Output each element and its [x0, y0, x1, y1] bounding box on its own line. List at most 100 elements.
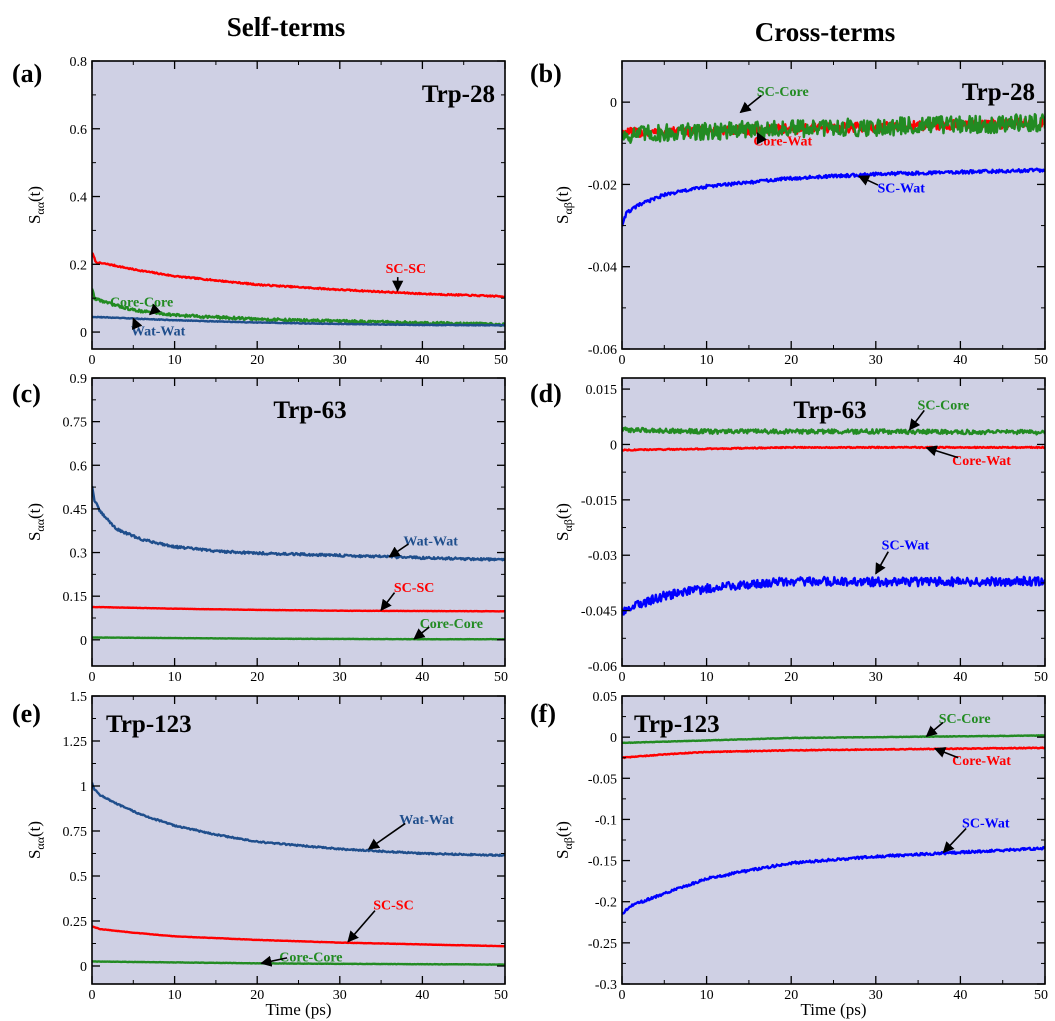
panel-a-xtick-label: 50: [494, 353, 508, 368]
panel-e-ylabel-sub: αα: [33, 836, 47, 849]
panel-c-annotation-arrow-core-core: [413, 626, 430, 640]
panel-d-annotation-sc-wat: SC-Wat: [882, 539, 930, 554]
panel-d-ytick-label: 0: [610, 438, 617, 453]
panel-c-ytick-label: 0.9: [70, 372, 88, 387]
panel-f-x-axis-label: Time (ps): [801, 1000, 867, 1019]
panel-d-ylabel-main: S: [553, 531, 572, 540]
panel-f-annotation-arrow-sc-wat: [942, 827, 967, 854]
panel-f-ytick-label: 0.05: [593, 690, 618, 705]
panel-e-ytick-label: 0.25: [63, 915, 88, 930]
panel-d-title: Trp-63: [793, 397, 866, 424]
panel-d-ytick-label: 0.015: [586, 383, 618, 398]
column-title-self-terms: Self-terms: [227, 12, 345, 42]
panel-d-xtick-label: 50: [1034, 670, 1048, 685]
panel-a-ylabel-tail: (t): [25, 186, 44, 202]
panel-a-annotation-arrow-wat-wat: [131, 317, 143, 330]
panel-b-series-sc-wat: [622, 167, 1045, 227]
panel-d-xtick-label: 0: [619, 670, 626, 685]
panel-d-ylabel-tail: (t): [553, 503, 572, 519]
panel-c-ylabel-tail: (t): [25, 503, 44, 519]
panel-b-xtick-label: 30: [869, 353, 883, 368]
panel-c-series-core-core: [92, 636, 505, 641]
panel-c-letter: (c): [12, 379, 41, 408]
panel-b-annotation-arrow-sc-core: [739, 94, 762, 114]
panel-f-ytick-label: -0.15: [588, 855, 617, 870]
panel-b-ytick-label: -0.06: [588, 343, 617, 358]
panel-c-ylabel-main: S: [25, 532, 44, 541]
column-title-cross-terms: Cross-terms: [755, 17, 895, 47]
panel-a-ytick-label: 0.6: [70, 123, 88, 138]
panel-a-series-wat-wat: [92, 315, 505, 327]
panel-a-ytick-label: 0.2: [70, 258, 88, 273]
panel-d-xtick-label: 40: [953, 670, 967, 685]
panel-a-xtick-label: 40: [415, 353, 429, 368]
panel-b-ytick-label: -0.02: [588, 178, 617, 193]
panel-f-xtick-label: 50: [1034, 988, 1048, 1003]
panel-f-ytick-label: -0.25: [588, 937, 617, 952]
panel-d-y-axis-label: Sαβ(t): [553, 503, 575, 541]
panel-e-annotation-arrow-core-core: [260, 955, 288, 967]
panel-a-xtick-label: 30: [333, 353, 347, 368]
panel-f-ylabel-sub: αβ: [561, 837, 575, 849]
panel-f-ytick-label: 0: [610, 731, 617, 746]
panel-e-ytick-label: 0.5: [70, 870, 88, 885]
panel-e-xtick-label: 30: [333, 988, 347, 1003]
panel-c-ytick-label: 0.75: [63, 416, 88, 431]
panel-b-series-group: [622, 112, 1045, 227]
panel-e-series-group: [92, 782, 505, 966]
panel-a-y-axis-label: Sαα(t): [25, 186, 47, 224]
panel-e-letter: (e): [12, 699, 41, 728]
panel-d-xtick-label: 10: [700, 670, 714, 685]
panel-d-annotation-arrow-sc-core: [908, 409, 925, 431]
panel-a-letter: (a): [12, 59, 42, 88]
panel-e-title: Trp-123: [106, 711, 192, 738]
panel-b-annotation-sc-wat: SC-Wat: [877, 182, 925, 197]
panel-b-xtick-label: 40: [953, 353, 967, 368]
panel-e-ytick-label: 1.5: [70, 690, 88, 705]
panel-b-series-sc-core: [622, 112, 1045, 144]
panel-f-xtick-label: 20: [784, 988, 798, 1003]
panel-f-letter: (f): [530, 699, 556, 728]
panel-d-ytick-label: -0.045: [581, 605, 617, 620]
panel-b-annotation-arrow-sc-wat: [857, 175, 879, 186]
panel-e-ytick-label: 0.75: [63, 825, 88, 840]
panel-c-series-group: [92, 485, 505, 641]
panel-a: 0 0.2 0.4 0.6 0.8 0 10 20 30 40 50 Sαα(t) (a) Trp-28 S…: [12, 55, 508, 368]
panel-c-ytick-label: 0.3: [70, 547, 88, 562]
panel-f-xtick-label: 10: [700, 988, 714, 1003]
panel-c-xtick-label: 30: [333, 670, 347, 685]
panel-f-series-sc-core: [622, 734, 1045, 745]
panel-a-annotation-sc-sc: SC-SC: [386, 262, 426, 277]
panel-d-annotation-sc-core: SC-Core: [918, 398, 970, 413]
panel-f-series-group: [622, 734, 1045, 915]
panel-b-xtick-label: 20: [784, 353, 798, 368]
panel-c-annotation-core-core: Core-Core: [420, 617, 483, 632]
panel-d-ytick-label: -0.015: [581, 494, 617, 509]
panel-a-xtick-label: 0: [89, 353, 96, 368]
panel-c-ytick-label: 0.6: [70, 459, 88, 474]
panel-b-annotation-arrow-core-wat: [756, 132, 767, 145]
panel-e-annotation-arrow-wat-wat: [367, 822, 406, 850]
panel-c-xtick-label: 40: [415, 670, 429, 685]
panel-c-ylabel-sub: αα: [33, 518, 47, 531]
panel-f-series-core-wat: [622, 746, 1045, 760]
panel-a-xtick-label: 20: [250, 353, 264, 368]
panel-d: -0.06 -0.045 -0.03 -0.015 0 0.015 0 10 20 30 40 50 S…: [530, 377, 1048, 685]
panel-f-annotation-sc-core: SC-Core: [939, 712, 991, 727]
panel-d-plot-area: [622, 378, 1045, 666]
panel-e-xtick-label: 10: [168, 988, 182, 1003]
panel-f-ytick-label: -0.05: [588, 772, 617, 787]
panel-b-y-axis-label: Sαβ(t): [553, 186, 575, 224]
panel-a-ytick-label: 0.4: [70, 191, 88, 206]
panel-f-xtick-label: 30: [869, 988, 883, 1003]
panel-e-series-sc-sc: [92, 925, 505, 948]
panel-e-annotation-core-core: Core-Core: [279, 951, 342, 966]
panel-a-annotation-arrow-core-core: [148, 303, 162, 316]
panel-c-annotation-wat-wat: Wat-Wat: [403, 534, 458, 549]
panel-e-ytick-label: 0: [80, 960, 87, 975]
panel-f-ylabel-main: S: [553, 849, 572, 858]
panel-e-annotation-wat-wat: Wat-Wat: [399, 813, 454, 828]
panel-d-series-core-wat: [622, 445, 1045, 452]
panel-e-series-wat-wat: [92, 782, 505, 858]
